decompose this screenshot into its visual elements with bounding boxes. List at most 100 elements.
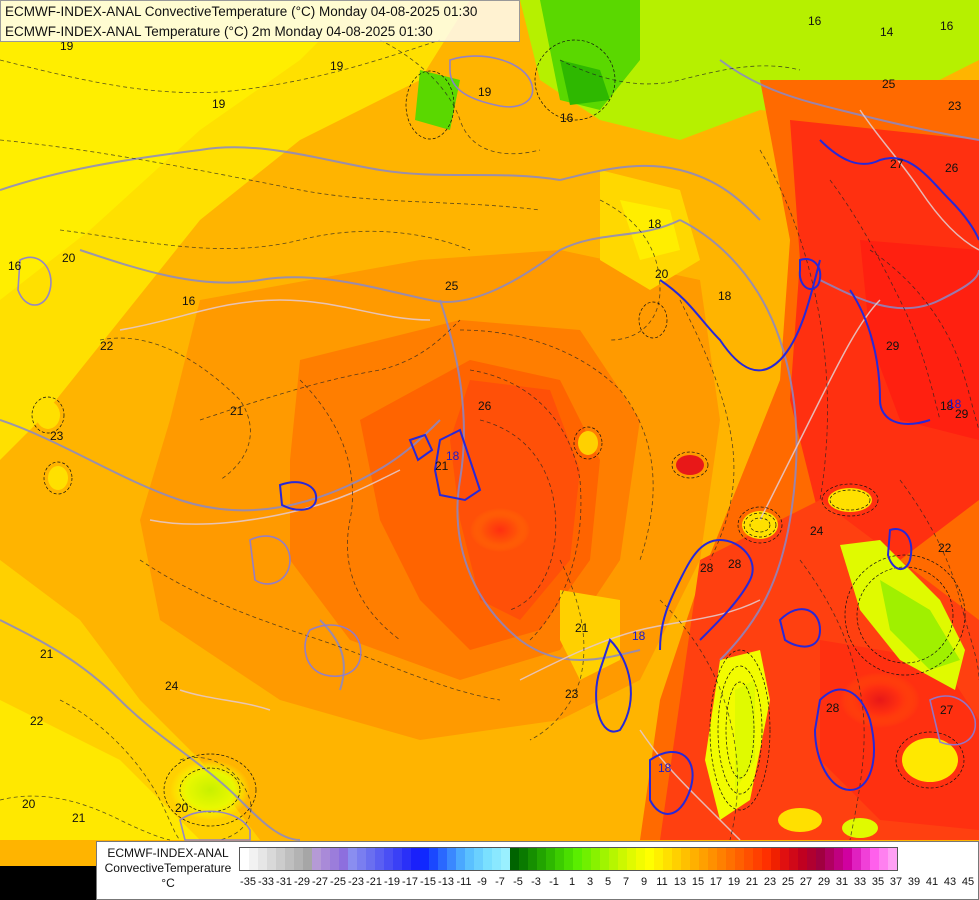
legend-color-cell — [555, 848, 564, 870]
legend-color-cell — [816, 848, 825, 870]
legend-tick-label: 17 — [709, 876, 723, 888]
legend-color-cell — [735, 848, 744, 870]
legend-tick-label: 25 — [781, 876, 795, 888]
legend-color-cell — [321, 848, 330, 870]
contour-label: 20 — [62, 251, 76, 265]
legend-color-cell — [249, 848, 258, 870]
legend-color-cell — [330, 848, 339, 870]
contour-label: 27 — [890, 157, 904, 171]
legend-tick-label: 9 — [640, 876, 648, 888]
legend-color-cell — [384, 848, 393, 870]
contour-label: 27 — [940, 703, 954, 717]
legend-tick-label: 33 — [853, 876, 867, 888]
legend-color-cell — [483, 848, 492, 870]
contour-label: 16 — [940, 19, 954, 33]
legend-tick-label: -25 — [330, 876, 346, 888]
contour-label: 26 — [945, 161, 959, 175]
legend-tick-label: -23 — [348, 876, 364, 888]
contour-label: 18 — [632, 629, 646, 643]
legend-tick-label: 3 — [586, 876, 594, 888]
legend-color-cell — [393, 848, 402, 870]
legend-tick-label: 45 — [961, 876, 975, 888]
legend-tick-label: 21 — [745, 876, 759, 888]
legend-color-cell — [411, 848, 420, 870]
legend-color-cell — [627, 848, 636, 870]
legend-color-cell — [834, 848, 843, 870]
legend-tick-label: 23 — [763, 876, 777, 888]
contour-label: 21 — [72, 811, 86, 825]
legend-color-cell — [258, 848, 267, 870]
legend-color-cell — [798, 848, 807, 870]
legend-tick-label: 43 — [943, 876, 957, 888]
legend-color-cell — [267, 848, 276, 870]
contour-label: 25 — [445, 279, 459, 293]
legend-color-cell — [825, 848, 834, 870]
legend-color-cell — [852, 848, 861, 870]
color-legend: ECMWF-INDEX-ANAL ConvectiveTemperature °… — [96, 841, 979, 900]
contour-label: 29 — [955, 407, 969, 421]
legend-color-cell — [888, 848, 897, 870]
legend-color-cell — [546, 848, 555, 870]
contour-label: 14 — [880, 25, 894, 39]
legend-tick-label: -5 — [513, 876, 523, 888]
legend-color-cell — [438, 848, 447, 870]
legend-color-cell — [699, 848, 708, 870]
contour-label: 19 — [478, 85, 492, 99]
legend-color-cell — [528, 848, 537, 870]
legend-color-cell — [519, 848, 528, 870]
contour-label: 19 — [330, 59, 344, 73]
legend-tick-label: 1 — [568, 876, 576, 888]
contour-label: 24 — [165, 679, 179, 693]
legend-color-bar — [239, 847, 898, 871]
legend-color-cell — [285, 848, 294, 870]
legend-color-cell — [618, 848, 627, 870]
legend-color-cell — [645, 848, 654, 870]
legend-color-cell — [780, 848, 789, 870]
legend-color-cell — [357, 848, 366, 870]
legend-color-cell — [690, 848, 699, 870]
contour-label: 20 — [175, 801, 189, 815]
legend-tick-label: -31 — [276, 876, 292, 888]
contour-label: 16 — [560, 111, 574, 125]
contour-label: 29 — [886, 339, 900, 353]
contour-label: 19 — [212, 97, 226, 111]
contour-label: 22 — [30, 714, 44, 728]
legend-tick-label: 15 — [691, 876, 705, 888]
legend-tick-label: 39 — [907, 876, 921, 888]
contour-label: 21 — [435, 459, 449, 473]
legend-color-cell — [573, 848, 582, 870]
legend-color-cell — [717, 848, 726, 870]
contour-label: 22 — [100, 339, 114, 353]
contour-label: 21 — [575, 621, 589, 635]
contour-label: 21 — [40, 647, 54, 661]
legend-color-cell — [537, 848, 546, 870]
contour-label: 16 — [808, 14, 822, 28]
legend-color-cell — [510, 848, 519, 870]
legend-tick-label: -29 — [294, 876, 310, 888]
legend-color-cell — [294, 848, 303, 870]
contour-label: 23 — [565, 687, 579, 701]
legend-tick-label: -15 — [420, 876, 436, 888]
legend-color-cell — [762, 848, 771, 870]
contour-label: 18 — [446, 449, 460, 463]
legend-color-cell — [663, 848, 672, 870]
legend-color-cell — [582, 848, 591, 870]
legend-color-cell — [564, 848, 573, 870]
contour-label: 25 — [882, 77, 896, 91]
contour-label: 24 — [810, 524, 824, 538]
legend-tick-label: -7 — [495, 876, 505, 888]
legend-tick-label: 11 — [656, 876, 668, 888]
contour-label: 22 — [938, 541, 952, 555]
legend-color-cell — [879, 848, 888, 870]
legend-tick-label: 37 — [889, 876, 903, 888]
legend-color-cell — [753, 848, 762, 870]
contour-label: 16 — [182, 294, 196, 308]
legend-tick-label: 31 — [835, 876, 849, 888]
legend-color-cell — [429, 848, 438, 870]
contour-label: 18 — [948, 397, 962, 411]
legend-model-name: ECMWF-INDEX-ANAL — [107, 846, 229, 860]
contour-label: 20 — [655, 267, 669, 281]
legend-color-cell — [591, 848, 600, 870]
legend-tick-label: 27 — [799, 876, 813, 888]
